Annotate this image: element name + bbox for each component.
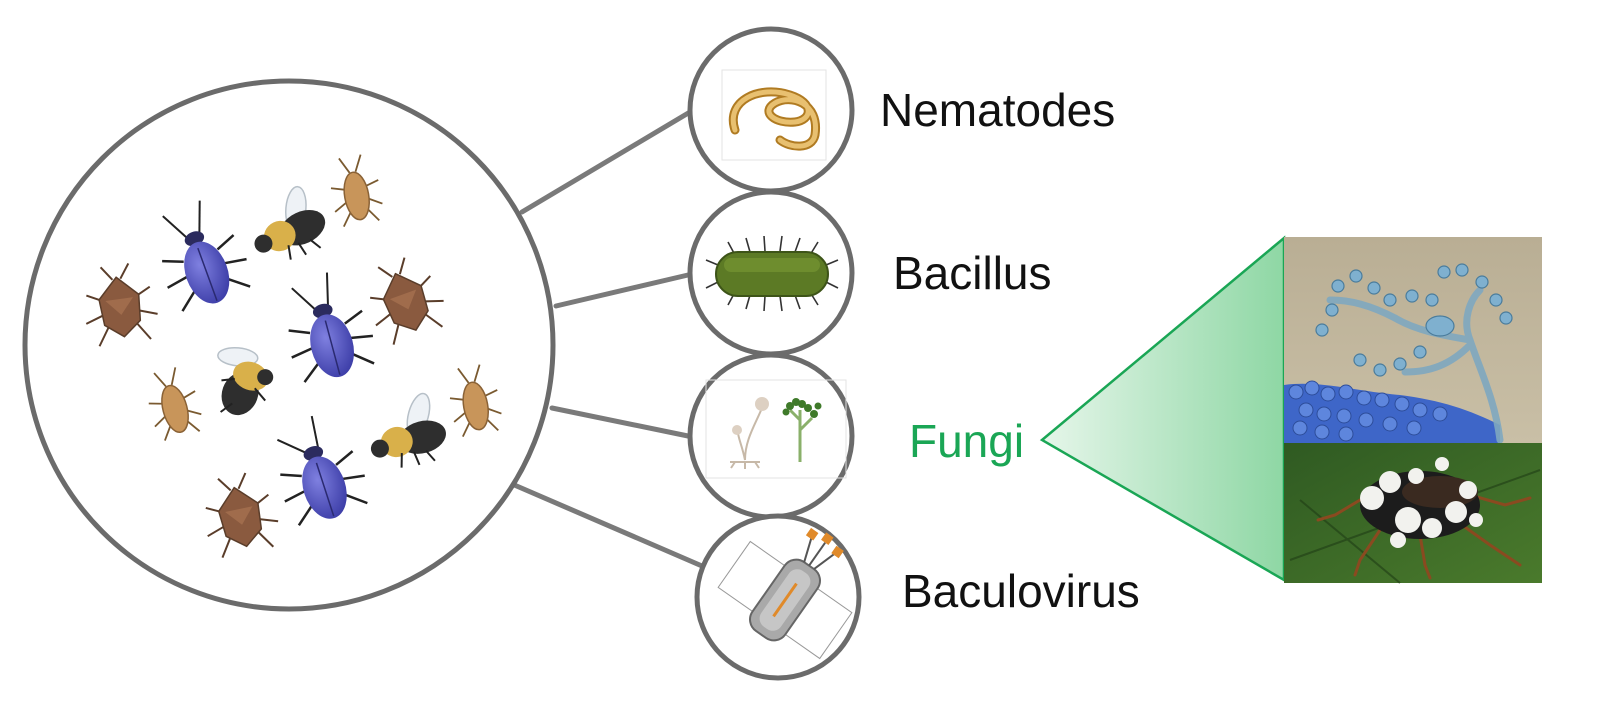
bumblebee-1	[254, 185, 326, 260]
bumblebee-2	[217, 346, 274, 416]
label-baculovirus: Baculovirus	[902, 565, 1140, 617]
connector-nematodes	[519, 109, 693, 215]
plant-bug-2	[148, 367, 202, 441]
category-nematodes	[687, 26, 855, 194]
plant-bug-3	[449, 364, 502, 438]
bumblebee-3	[370, 392, 446, 468]
connector-fungi	[549, 405, 691, 439]
connector-baculovirus	[509, 481, 705, 569]
category-fungi	[687, 352, 855, 520]
stink-bug-1	[85, 262, 158, 347]
label-fungi: Fungi	[909, 415, 1025, 467]
bacillus-bacterium-icon	[705, 235, 839, 312]
blue-beetle-3	[276, 415, 368, 527]
fungi-highlight-fan	[1039, 235, 1286, 583]
fungal-sporangia-icon	[705, 379, 847, 479]
blue-beetle-2	[288, 272, 375, 383]
label-nematodes: Nematodes	[880, 84, 1116, 136]
plant-bug-1	[330, 154, 383, 228]
fungus-infected-insect-photo	[1284, 443, 1542, 584]
stink-bug-3	[205, 472, 279, 558]
hub-circle	[22, 78, 556, 612]
baculovirus-particle-icon	[717, 527, 853, 660]
category-baculovirus	[694, 513, 862, 681]
connector-bacillus	[553, 272, 691, 309]
category-bacillus	[687, 189, 855, 357]
nematode-worm-icon	[721, 69, 827, 161]
blue-beetle-1	[162, 200, 251, 312]
connector-lines	[509, 109, 705, 569]
label-bacillus: Bacillus	[893, 247, 1052, 299]
stink-bug-2	[370, 257, 444, 345]
insect-pests-illustration	[22, 78, 556, 612]
fungal-conidiophores-micrograph	[1284, 237, 1542, 444]
